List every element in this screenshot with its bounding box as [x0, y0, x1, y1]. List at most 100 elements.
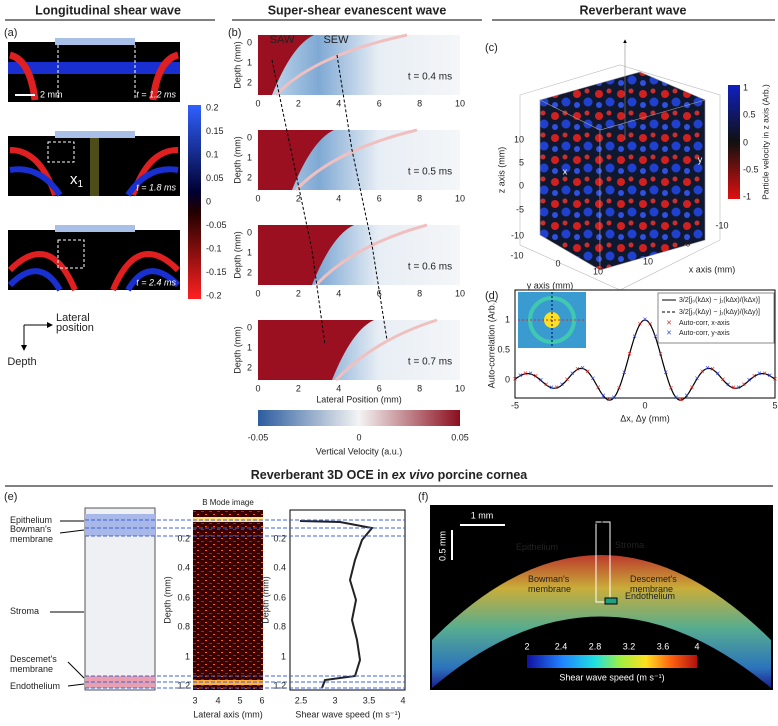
colorbar-tick: 2.4 — [555, 641, 568, 651]
x-tick: 10 — [455, 383, 465, 393]
wave-front — [258, 130, 334, 190]
layer-label-line: Endothelium — [10, 681, 60, 691]
layer-label: Epithelium — [10, 515, 52, 525]
y-tick: 0 — [247, 322, 252, 332]
scale-bar-label: 2 mm — [40, 89, 63, 99]
panel-label: (c) — [485, 42, 498, 54]
layer-label: Endothelium — [10, 681, 60, 691]
data-cross: × — [606, 395, 611, 404]
legend-cross: × — [666, 327, 671, 337]
layer-label: Descemet's membrane — [10, 654, 57, 674]
y-tick: 0.4 — [177, 562, 190, 572]
y-tick: 0 — [247, 37, 252, 47]
time-label: t = 0.5 ms — [408, 167, 452, 178]
y-tick: 1.2 — [273, 680, 286, 690]
z-tick: 10 — [514, 134, 524, 144]
y-tick: 0.6 — [177, 592, 190, 602]
colorbar-tick: 0 — [743, 137, 748, 147]
wave-label: SEW — [323, 34, 349, 46]
scale-label: 1 mm — [471, 510, 494, 520]
z-tick: -5 — [516, 204, 524, 214]
layer-label-line: Descemet's — [10, 654, 57, 664]
colorbar-tick: 0.2 — [206, 102, 219, 112]
colorbar-tick: -0.5 — [743, 164, 759, 174]
y-tick: 1 — [281, 651, 286, 661]
axis-label: Shear wave speed (m s⁻¹) — [295, 709, 400, 719]
z-tick: -10 — [511, 230, 524, 240]
header: Longitudinal shear wave — [35, 3, 181, 17]
layer-label: Descemet's membrane — [630, 574, 677, 594]
data-cross: × — [611, 393, 616, 402]
wave-front — [274, 33, 408, 97]
data-cross: × — [622, 368, 627, 377]
scale-label: 0.5 mm — [437, 531, 447, 561]
axis-label: Lateral Position (mm) — [316, 394, 402, 404]
x-tick: 2 — [296, 288, 301, 298]
panel-a-images — [7, 38, 201, 351]
y-tick: 0 — [247, 227, 252, 237]
wave-front — [314, 223, 428, 287]
z-tick: 0 — [519, 180, 524, 190]
data-cross: × — [747, 376, 752, 385]
panel-label: (f) — [418, 491, 428, 503]
y-tick: 0.6 — [273, 592, 286, 602]
x-tick: 5 — [237, 695, 242, 705]
marker-subscript: 1 — [78, 179, 84, 190]
x-tick: 8 — [417, 193, 422, 203]
data-cross: × — [591, 374, 596, 383]
data-cross: × — [689, 383, 694, 392]
x-tick: 4 — [336, 288, 341, 298]
x-tick: 0 — [255, 193, 260, 203]
colorbar-tick: 1 — [743, 82, 748, 92]
header-part: porcine cornea — [434, 468, 528, 482]
header-part: Reverberant 3D OCE in — [251, 468, 392, 482]
y-tick: 0.4 — [273, 562, 286, 572]
x-tick: 3.5 — [363, 695, 376, 705]
y-tick: 0 — [247, 132, 252, 142]
y-tick: 10 — [593, 266, 603, 276]
x-tick: -10 — [715, 220, 728, 230]
time-label: t = 0.7 ms — [408, 357, 452, 368]
data-cross: × — [695, 374, 700, 383]
data-cross: × — [700, 367, 705, 376]
x-tick: 6 — [377, 288, 382, 298]
x-tick: 0 — [255, 288, 260, 298]
data-cross: × — [544, 380, 549, 389]
colorbar-tick: 2 — [524, 641, 529, 651]
colorbar-tick: -0.05 — [206, 220, 227, 230]
header: Reverberant 3D OCE in ex vivo porcine co… — [251, 468, 529, 482]
axis-label: z axis (mm) — [496, 147, 506, 194]
layer-label: Bowman's membrane — [10, 524, 53, 544]
time-label: t = 1.2 ms — [136, 89, 176, 99]
x-tick: 4 — [215, 695, 220, 705]
data-cross: × — [580, 364, 585, 373]
colorbar-tick: 3.6 — [657, 641, 670, 651]
x-tick: 10 — [455, 288, 465, 298]
time-label: t = 0.6 ms — [408, 262, 452, 273]
colorbar-tick: -1 — [743, 191, 751, 201]
panel-label: (a) — [4, 27, 17, 39]
layer-label-line: Stroma — [615, 540, 644, 550]
time-label: t = 2.4 ms — [136, 277, 176, 287]
layer-label: Endothelium — [625, 591, 675, 601]
data-cross: × — [648, 320, 653, 329]
x-tick: 6 — [377, 193, 382, 203]
time-label: t = 1.8 ms — [136, 182, 176, 192]
panel-d-plot: ×× × × × × × × × × × ××× × × ×××× × ××××××××××××× × ××××… — [513, 289, 778, 404]
y-tick: 1 — [247, 247, 252, 257]
colorbar-label: Particle velocity in z axis (Arb.) — [760, 84, 770, 200]
layer-label-line: Stroma — [10, 606, 39, 616]
colorbar-label: Shear wave speed (m s⁻¹) — [559, 672, 664, 682]
x-tick: 5 — [772, 400, 777, 410]
axis-label: Depth (mm) — [232, 326, 242, 374]
x-tick: 4 — [336, 383, 341, 393]
wave-front — [334, 318, 438, 382]
wave-front — [294, 128, 418, 192]
panel-label: (d) — [485, 290, 498, 302]
x-tick: 10 — [643, 256, 653, 266]
data-cross: × — [637, 320, 642, 329]
x-tick: 3 — [332, 695, 337, 705]
legend-cross: × — [666, 317, 671, 327]
header-part: ex vivo — [392, 468, 435, 482]
